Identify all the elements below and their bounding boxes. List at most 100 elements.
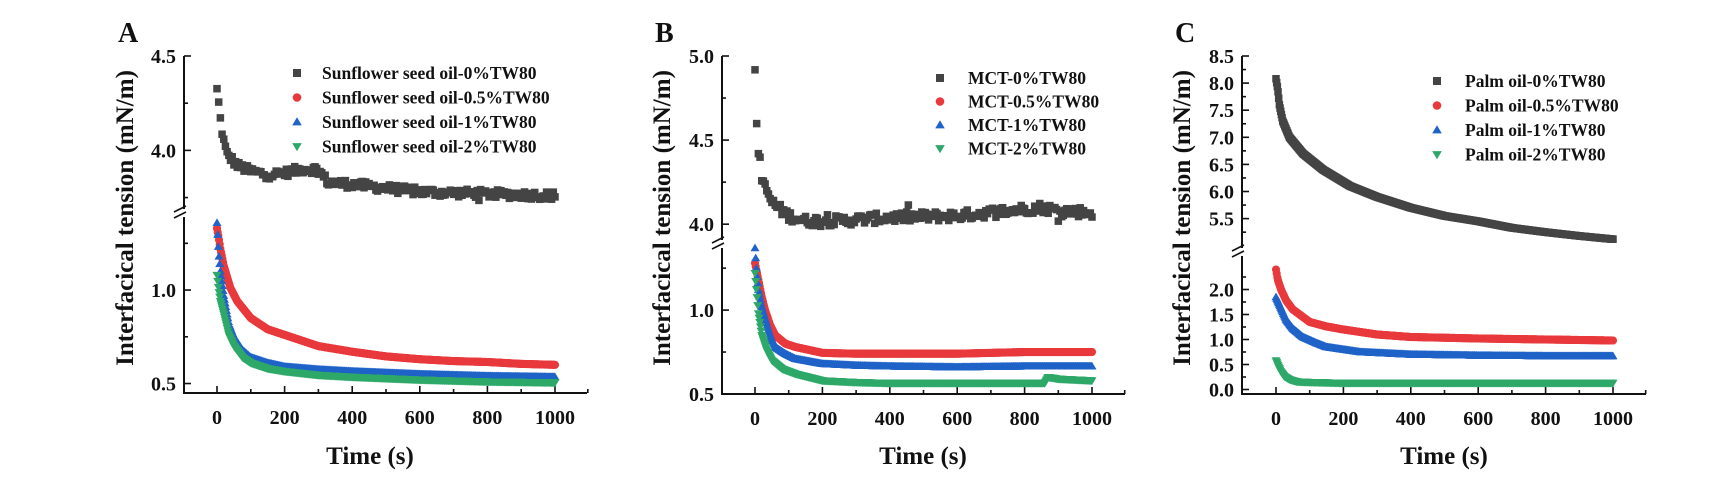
data-point xyxy=(214,251,224,260)
y-tick-label: 1.5 xyxy=(1209,305,1234,327)
data-point xyxy=(213,230,223,238)
data-point xyxy=(212,271,222,280)
y-tick-label: 7.0 xyxy=(1209,127,1234,149)
data-point xyxy=(872,209,881,218)
legend-marker-triangle-down xyxy=(292,143,302,152)
data-point xyxy=(213,277,223,286)
panel-a: A Interfacical tension (mN/m) Time (s) 0… xyxy=(112,18,589,470)
series-circle xyxy=(212,224,560,369)
data-point xyxy=(218,130,226,138)
data-point xyxy=(220,135,228,143)
data-point xyxy=(1087,347,1097,357)
data-marks xyxy=(750,66,1097,388)
x-tick-label: 200 xyxy=(1328,408,1358,430)
data-point xyxy=(786,209,795,217)
y-tick-label: 4.0 xyxy=(151,140,176,162)
data-point xyxy=(813,214,822,223)
series-circle xyxy=(750,259,1097,358)
legend-marker-triangle-down xyxy=(935,145,945,154)
data-point xyxy=(216,114,225,122)
data-point xyxy=(751,66,759,74)
data-point xyxy=(550,360,560,369)
data-point xyxy=(228,152,236,161)
y-tick-label: 0.0 xyxy=(1209,380,1234,402)
data-point xyxy=(963,206,972,214)
y-tick-label: 5.0 xyxy=(689,46,714,68)
data-point xyxy=(1274,94,1283,103)
y-tick-label: 4.5 xyxy=(151,46,176,68)
axis-break-mark xyxy=(711,242,725,250)
legend-marker-circle xyxy=(935,97,945,106)
data-point xyxy=(370,181,378,190)
axis-break-mark xyxy=(173,211,187,219)
legend-marker-triangle-up xyxy=(292,117,302,126)
x-tick-label: 400 xyxy=(337,407,367,429)
data-point xyxy=(756,153,764,161)
x-tick-label: 0 xyxy=(750,408,760,430)
data-point xyxy=(897,209,906,217)
data-point xyxy=(801,212,810,221)
y-tick-label: 2.0 xyxy=(1209,280,1234,302)
data-point xyxy=(238,161,247,169)
data-point xyxy=(1274,88,1282,96)
legend-label: Sunflower seed oil-1%TW80 xyxy=(322,112,537,132)
series-triangle-up xyxy=(212,218,560,381)
x-tick-label: 200 xyxy=(807,408,837,430)
y-axis-title: Interfacical tension (mN/m) xyxy=(112,70,139,366)
data-marks xyxy=(212,84,560,388)
data-point xyxy=(550,379,560,388)
axis-break-mark xyxy=(173,205,187,213)
panel-c: C Interfacical tension (mN/m) Time (s) 0… xyxy=(1169,18,1647,470)
data-point xyxy=(321,171,329,179)
data-point xyxy=(355,182,363,191)
y-tick-label: 7.5 xyxy=(1209,100,1234,122)
data-point xyxy=(284,172,292,181)
series-square xyxy=(751,66,1096,231)
data-point xyxy=(1086,209,1095,217)
axes xyxy=(711,55,1126,395)
data-point xyxy=(751,253,761,262)
data-point xyxy=(212,218,222,226)
y-tick-label: 0.5 xyxy=(689,384,714,406)
data-point xyxy=(1054,217,1063,225)
data-point xyxy=(945,216,953,225)
data-point xyxy=(904,201,913,209)
data-point xyxy=(995,210,1004,219)
data-point xyxy=(1020,204,1029,213)
data-point xyxy=(1029,209,1037,217)
data-point xyxy=(1056,207,1064,215)
data-point xyxy=(551,193,559,201)
data-point xyxy=(530,188,539,197)
panel-letter: A xyxy=(118,18,139,49)
data-point xyxy=(385,181,394,189)
y-tick-label: 1.0 xyxy=(1209,330,1234,352)
x-tick-label: 400 xyxy=(1396,408,1426,430)
data-point xyxy=(463,185,471,194)
data-point xyxy=(292,169,301,177)
legend-label: MCT-2%TW80 xyxy=(968,139,1086,159)
axis-break-mark xyxy=(711,236,725,244)
x-axis-title: Time (s) xyxy=(879,443,967,470)
legend-marker-square xyxy=(293,69,301,77)
legend-marker-circle xyxy=(292,93,302,102)
data-point xyxy=(1039,208,1047,217)
axes xyxy=(173,55,589,394)
data-point xyxy=(950,209,958,217)
data-point xyxy=(840,213,849,222)
legend-marker-square xyxy=(936,74,944,82)
data-point xyxy=(221,142,230,151)
data-point xyxy=(816,222,825,231)
data-point xyxy=(761,180,769,188)
x-tick-label: 800 xyxy=(1531,408,1561,430)
panel-b: B Interfacical tension (mN/m) Time (s) 0… xyxy=(649,18,1126,470)
data-point xyxy=(1609,235,1617,243)
series-circle xyxy=(1271,265,1618,345)
data-point xyxy=(341,176,350,185)
y-tick-label: 8.0 xyxy=(1209,73,1234,95)
data-point xyxy=(395,186,404,195)
data-point xyxy=(958,214,967,222)
data-point xyxy=(901,213,909,222)
data-point xyxy=(808,221,817,230)
x-tick-label: 600 xyxy=(1463,408,1493,430)
